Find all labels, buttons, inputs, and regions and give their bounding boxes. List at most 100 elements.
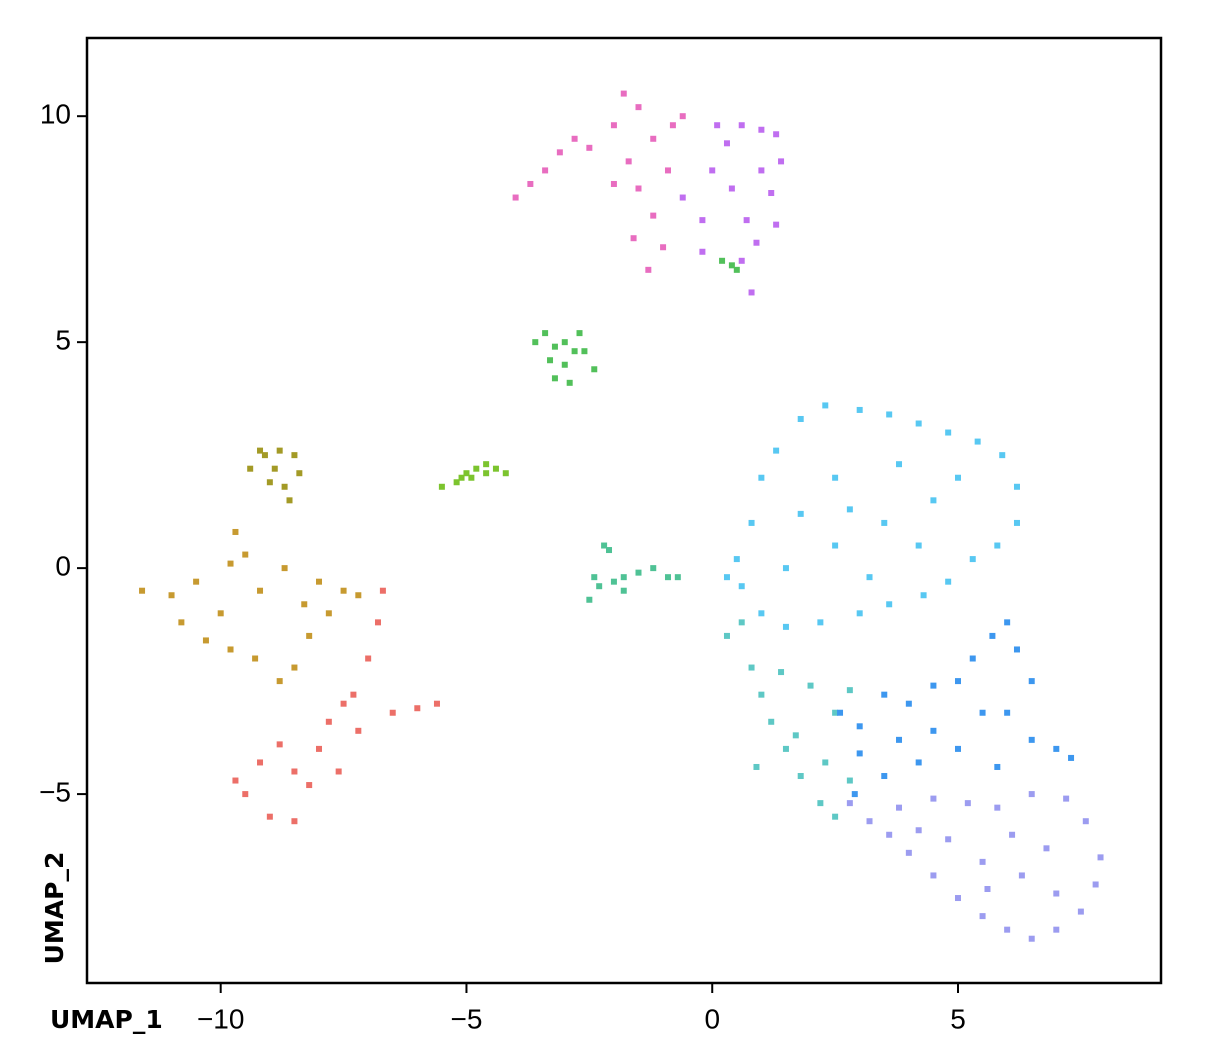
point xyxy=(886,411,893,418)
point xyxy=(773,447,780,454)
point xyxy=(979,913,986,920)
point xyxy=(817,800,824,807)
point xyxy=(532,339,539,346)
point xyxy=(915,542,922,549)
point xyxy=(782,623,789,630)
point xyxy=(753,239,760,246)
point xyxy=(679,194,686,201)
point xyxy=(556,149,563,156)
point xyxy=(610,122,617,129)
point xyxy=(473,465,480,472)
x-tick-label: −10 xyxy=(197,1003,245,1034)
point xyxy=(1068,754,1075,761)
point xyxy=(610,578,617,585)
point xyxy=(758,126,765,133)
point xyxy=(1053,890,1060,897)
point xyxy=(758,610,765,617)
point xyxy=(561,339,568,346)
point xyxy=(969,655,976,662)
point xyxy=(193,578,200,585)
point xyxy=(257,447,264,454)
point xyxy=(758,167,765,174)
point xyxy=(1082,818,1089,825)
point xyxy=(202,637,209,644)
point xyxy=(881,691,888,698)
point xyxy=(1092,881,1099,888)
point xyxy=(974,438,981,445)
point xyxy=(601,542,608,549)
y-axis-title: UMAP_2 xyxy=(40,852,69,965)
point xyxy=(438,483,445,490)
point xyxy=(645,266,652,273)
point xyxy=(832,813,839,820)
point xyxy=(257,759,264,766)
point xyxy=(1004,619,1011,626)
point xyxy=(768,718,775,725)
point xyxy=(247,465,254,472)
point xyxy=(832,474,839,481)
point xyxy=(340,587,347,594)
point xyxy=(930,795,937,802)
point xyxy=(846,687,853,694)
point xyxy=(266,813,273,820)
point xyxy=(817,619,824,626)
point xyxy=(316,578,323,585)
point xyxy=(733,266,740,273)
point xyxy=(291,768,298,775)
point xyxy=(846,777,853,784)
point xyxy=(846,800,853,807)
point xyxy=(542,167,549,174)
point xyxy=(261,452,268,459)
point xyxy=(1004,709,1011,716)
point xyxy=(635,185,642,192)
point xyxy=(1097,854,1104,861)
point xyxy=(306,632,313,639)
point xyxy=(945,836,952,843)
point xyxy=(551,343,558,350)
point xyxy=(483,461,490,468)
point xyxy=(635,569,642,576)
point xyxy=(679,113,686,120)
point xyxy=(886,831,893,838)
y-tick-label: 10 xyxy=(40,99,71,130)
point xyxy=(591,366,598,373)
point xyxy=(291,664,298,671)
point xyxy=(1028,736,1035,743)
point xyxy=(606,547,613,554)
point xyxy=(281,483,288,490)
point xyxy=(576,330,583,337)
point xyxy=(232,777,239,784)
point xyxy=(881,519,888,526)
point xyxy=(325,610,332,617)
point xyxy=(458,474,465,481)
point xyxy=(778,158,785,165)
point xyxy=(433,700,440,707)
point xyxy=(276,678,283,685)
point xyxy=(281,565,288,572)
point xyxy=(301,601,308,608)
point xyxy=(1043,845,1050,852)
point xyxy=(527,180,534,187)
point xyxy=(286,497,293,504)
point xyxy=(984,885,991,892)
point xyxy=(232,528,239,535)
point xyxy=(773,221,780,228)
point xyxy=(178,619,185,626)
point xyxy=(1063,795,1070,802)
point xyxy=(591,574,598,581)
point xyxy=(365,655,372,662)
point xyxy=(905,849,912,856)
point xyxy=(709,167,716,174)
point xyxy=(502,470,509,477)
point xyxy=(266,479,273,486)
point xyxy=(723,140,730,147)
point xyxy=(374,619,381,626)
point xyxy=(846,506,853,513)
point xyxy=(586,144,593,151)
point xyxy=(797,510,804,517)
point xyxy=(581,348,588,355)
point xyxy=(768,190,775,197)
point xyxy=(738,122,745,129)
point xyxy=(881,773,888,780)
point xyxy=(414,705,421,712)
